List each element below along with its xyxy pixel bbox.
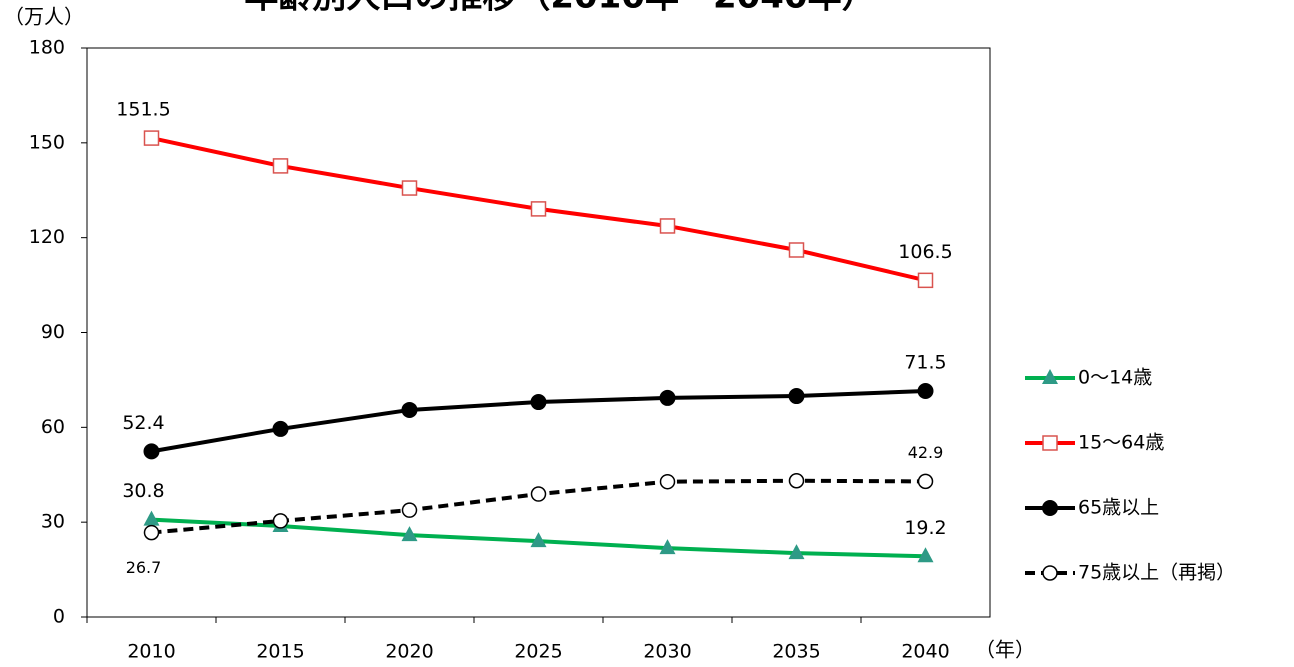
data-point	[659, 473, 676, 490]
data-point	[917, 382, 934, 399]
y-tick-label: 90	[41, 321, 65, 343]
data-point	[143, 443, 160, 460]
y-tick-label: 0	[53, 606, 65, 628]
data-point	[143, 130, 160, 146]
x-axis-unit: （年）	[975, 638, 1035, 662]
data-point	[272, 420, 289, 437]
x-tick-label: 2010	[127, 641, 175, 663]
x-tick-label: 2025	[514, 641, 562, 663]
data-point	[659, 539, 676, 555]
data-point	[143, 524, 160, 541]
data-point	[401, 401, 418, 418]
data-point	[788, 544, 805, 560]
y-axis-unit: （万人）	[4, 5, 84, 29]
data-label: 30.8	[122, 480, 164, 502]
data-point	[401, 526, 418, 542]
data-point	[530, 394, 547, 411]
data-point	[401, 502, 418, 518]
data-point	[788, 242, 805, 258]
y-tick-label: 120	[29, 226, 65, 248]
legend-marker	[1042, 435, 1058, 451]
legend-label: 65歳以上	[1078, 497, 1159, 519]
y-tick-label: 150	[29, 131, 65, 153]
data-label: 106.5	[898, 241, 952, 263]
plot-frame	[86, 47, 991, 618]
y-tick-label: 60	[41, 416, 65, 438]
x-tick-label: 2035	[772, 641, 820, 663]
data-point	[917, 272, 934, 289]
x-tick-label: 2030	[643, 641, 691, 663]
data-point	[659, 218, 676, 234]
data-point	[659, 389, 676, 406]
chart-title: 年齢別人口の推移（2010年～2040年）	[244, 0, 875, 17]
legend-label: 75歳以上（再掲）	[1078, 562, 1235, 584]
data-label: 19.2	[904, 517, 946, 539]
y-tick-label: 30	[41, 511, 65, 533]
data-point	[272, 513, 289, 529]
y-tick-label: 180	[29, 37, 65, 59]
data-point	[788, 388, 805, 405]
data-label: 151.5	[116, 99, 170, 121]
data-point	[272, 158, 289, 174]
data-point	[917, 473, 934, 490]
data-point	[401, 180, 418, 196]
data-point	[530, 532, 547, 548]
legend-label: 0～14歳	[1078, 367, 1152, 389]
legend-label: 15～64歳	[1078, 432, 1164, 454]
data-label: 42.9	[908, 443, 944, 462]
legend-marker	[1042, 565, 1058, 581]
legend-marker	[1042, 500, 1058, 516]
data-point	[917, 547, 934, 563]
data-point	[530, 486, 547, 502]
data-point	[143, 510, 160, 526]
x-tick-label: 2020	[385, 641, 433, 663]
data-label: 52.4	[122, 412, 164, 434]
data-label: 26.7	[126, 558, 162, 577]
data-label: 71.5	[904, 351, 946, 373]
x-tick-label: 2040	[901, 641, 949, 663]
data-point	[530, 201, 547, 217]
legend-marker	[1042, 369, 1058, 384]
data-point	[788, 473, 805, 489]
x-tick-label: 2015	[256, 641, 304, 663]
